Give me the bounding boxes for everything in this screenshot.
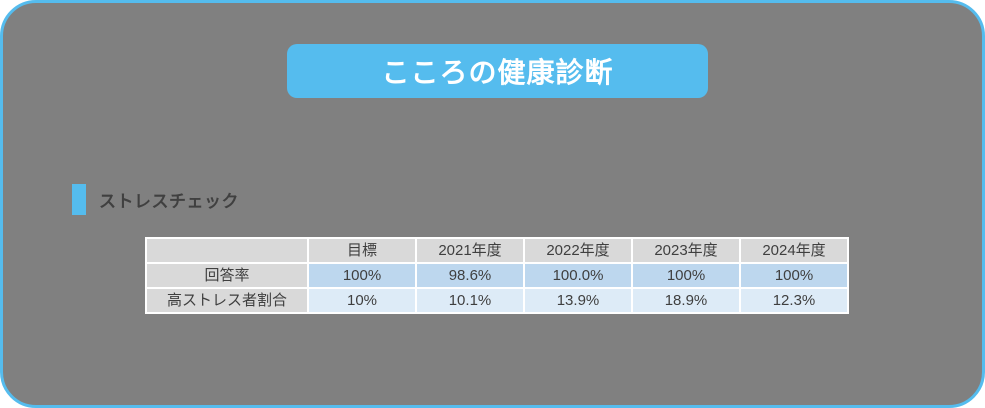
table-header-cell-2021: 2021年度: [417, 239, 523, 262]
table-cell: 13.9%: [525, 289, 631, 312]
section-header: ストレスチェック: [72, 184, 239, 215]
table-header-cell-2023: 2023年度: [633, 239, 739, 262]
table-cell: 100%: [633, 264, 739, 287]
stress-check-table: 目標 2021年度 2022年度 2023年度 2024年度 回答率 100% …: [145, 237, 849, 314]
table-header-cell-2022: 2022年度: [525, 239, 631, 262]
table-header-cell-2024: 2024年度: [741, 239, 847, 262]
table-cell: 100%: [309, 264, 415, 287]
table-header-cell-target: 目標: [309, 239, 415, 262]
table-cell: 18.9%: [633, 289, 739, 312]
title-banner: こころの健康診断: [287, 44, 708, 98]
section-accent-bar: [72, 184, 86, 215]
stress-check-table-wrap: 目標 2021年度 2022年度 2023年度 2024年度 回答率 100% …: [145, 237, 849, 314]
table-header-cell-blank: [147, 239, 307, 262]
table-row-high-stress-ratio: 高ストレス者割合 10% 10.1% 13.9% 18.9% 12.3%: [147, 289, 847, 312]
table-row-response-rate: 回答率 100% 98.6% 100.0% 100% 100%: [147, 264, 847, 287]
table-cell: 12.3%: [741, 289, 847, 312]
table-cell: 10.1%: [417, 289, 523, 312]
table-cell: 100.0%: [525, 264, 631, 287]
row-label-cell: 高ストレス者割合: [147, 289, 307, 312]
table-cell: 98.6%: [417, 264, 523, 287]
table-cell: 100%: [741, 264, 847, 287]
table-cell: 10%: [309, 289, 415, 312]
page-title: こころの健康診断: [381, 57, 614, 88]
row-label-cell: 回答率: [147, 264, 307, 287]
section-label: ストレスチェック: [99, 192, 239, 211]
table-header-row: 目標 2021年度 2022年度 2023年度 2024年度: [147, 239, 847, 262]
